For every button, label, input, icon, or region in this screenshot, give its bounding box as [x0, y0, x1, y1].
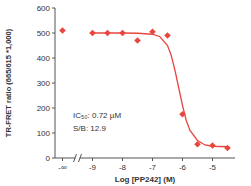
chart: 0 100 200 300 400 500 600 -∞ -9 -8 -7 -6 -5 Log [PP24…	[0, 0, 251, 186]
y-tick	[52, 58, 55, 59]
plot-area	[59, 27, 231, 151]
annotation: IC₅₀: 0.72 µM	[73, 111, 121, 120]
x-tick-label: -6	[179, 163, 187, 172]
x-tick-label: -∞	[58, 163, 67, 172]
y-tick	[52, 158, 55, 159]
axis-break	[79, 154, 82, 162]
data-point	[224, 145, 231, 152]
y-tick	[52, 83, 55, 84]
x-tick	[92, 158, 93, 161]
x-axis-title: Log [PP242] (M)	[115, 175, 176, 184]
y-tick	[52, 133, 55, 134]
y-axis-title: TR-FRET ratio (665/615 *1,000)	[4, 28, 13, 137]
y-tick-label: 100	[37, 129, 51, 138]
x-tick	[152, 158, 153, 161]
x-tick-label: -9	[89, 163, 97, 172]
y-tick-label: 300	[37, 79, 51, 88]
x-tick	[212, 158, 213, 161]
data-point	[164, 32, 171, 39]
fit-curve	[93, 33, 228, 147]
y-tick	[52, 8, 55, 9]
x-tick-label: -7	[149, 163, 157, 172]
data-point	[59, 27, 66, 34]
y-tick	[52, 33, 55, 34]
y-tick-label: 500	[37, 29, 51, 38]
x-axis	[55, 158, 235, 159]
y-tick-label: 0	[46, 154, 51, 163]
y-tick-label: 400	[37, 54, 51, 63]
y-tick-label: 600	[37, 4, 51, 13]
y-tick	[52, 108, 55, 109]
axis-break	[74, 154, 77, 162]
x-tick	[122, 158, 123, 161]
data-point	[134, 37, 141, 44]
y-tick-label: 200	[37, 104, 51, 113]
x-tick	[182, 158, 183, 161]
x-tick-label: -5	[209, 163, 217, 172]
x-tick-label: -8	[119, 163, 127, 172]
x-tick	[62, 158, 63, 161]
annotation: S/B: 12.9	[73, 124, 106, 133]
